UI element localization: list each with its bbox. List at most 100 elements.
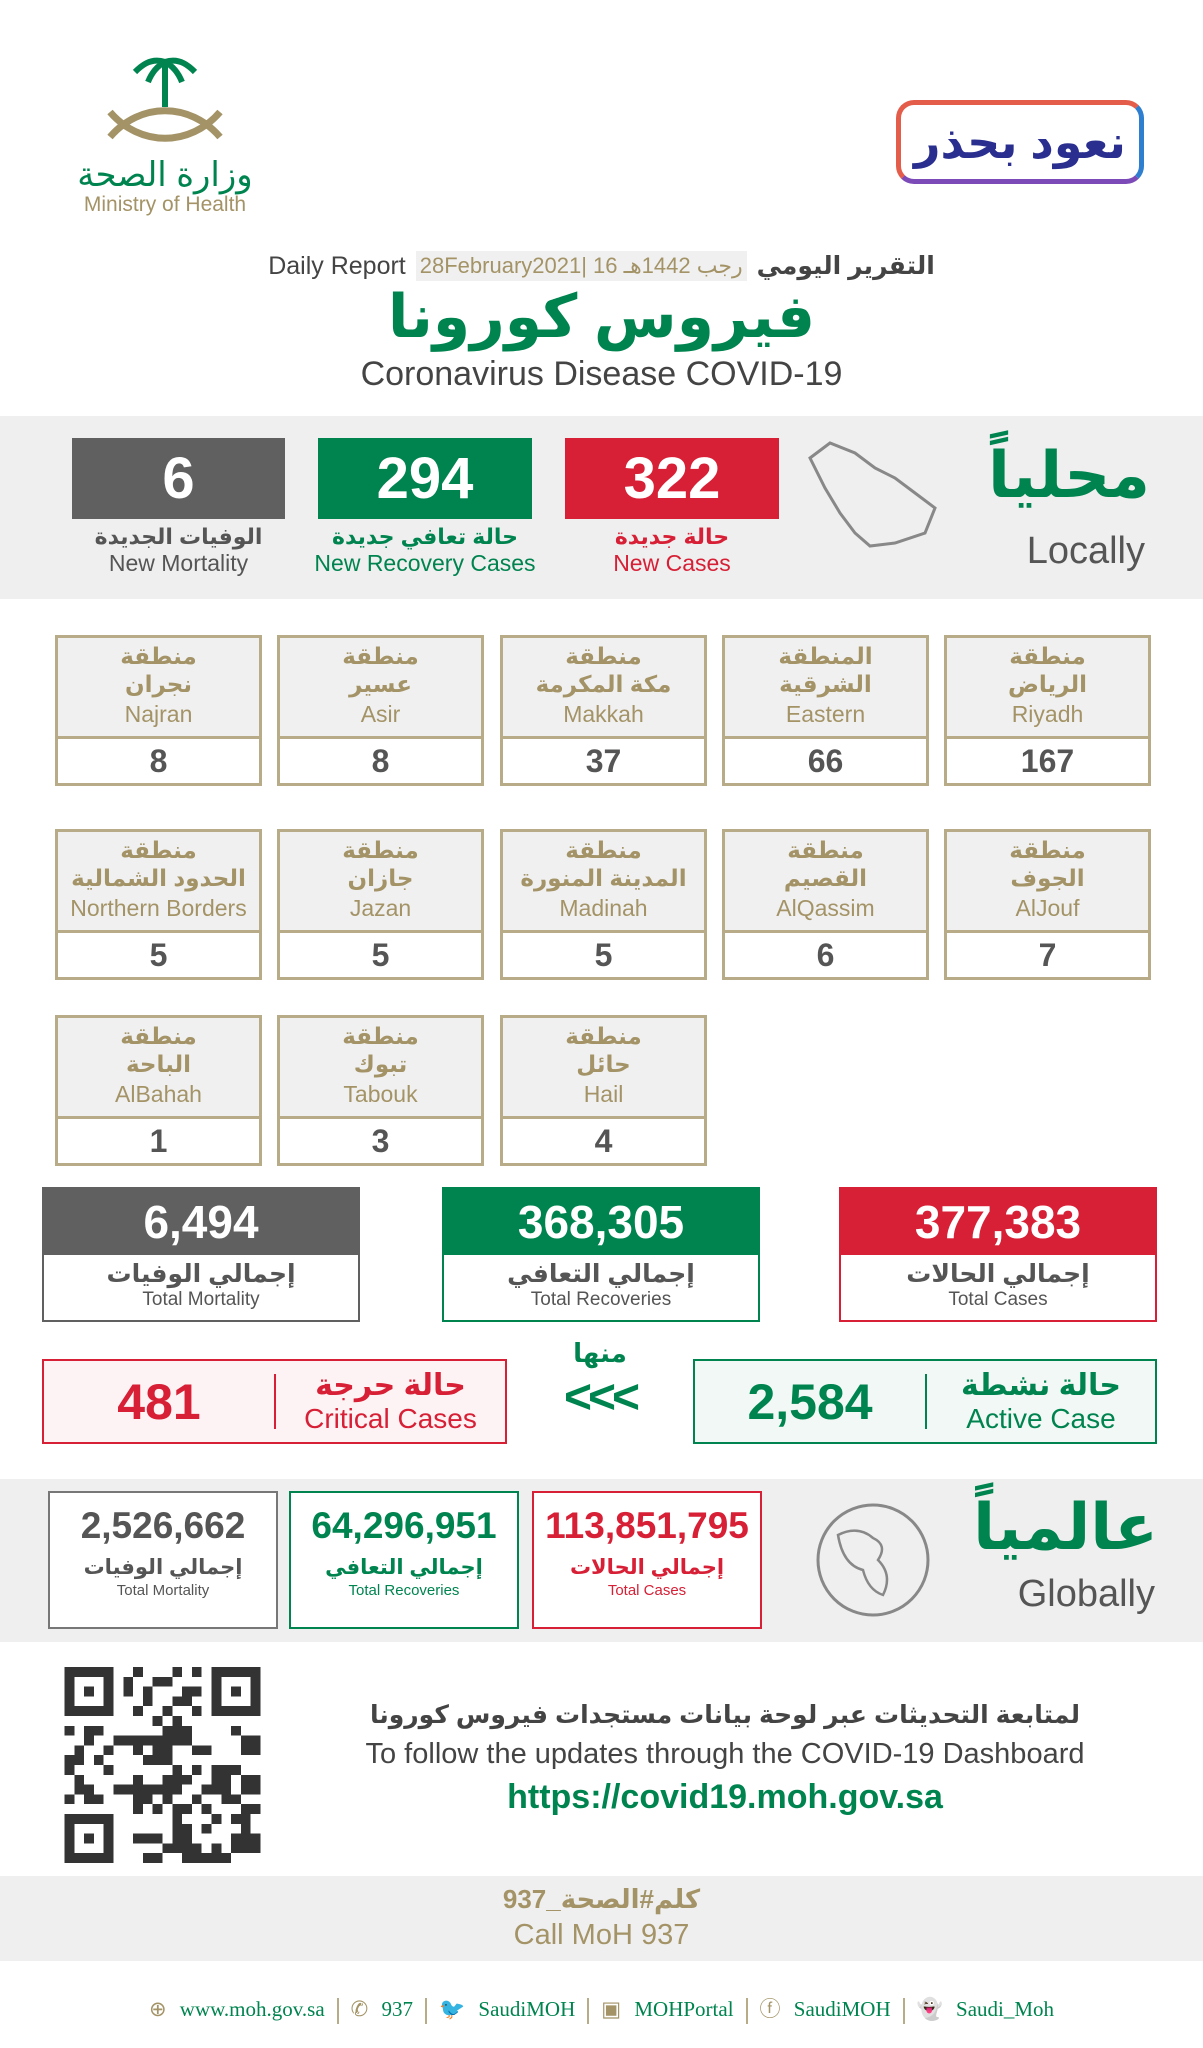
region-card-makkah: منطقة مكة المكرمة Makkah 37	[500, 635, 707, 786]
footer-link-youtube[interactable]: ▣ MOHPortal	[597, 1997, 737, 2021]
region-header: منطقة الحدود الشمالية Northern Borders	[58, 832, 259, 933]
label-ar: إجمالي الوفيات	[83, 1556, 243, 1579]
campaign-logo: نعود بحذر	[896, 100, 1144, 184]
footer-link-text: www.moh.gov.sa	[179, 1997, 325, 2021]
moh-logo: وزارة الصحة Ministry of Health	[65, 52, 265, 227]
active-case-card: 2,584 حالة نشطة Active Case	[693, 1359, 1157, 1444]
region-value: 5	[594, 937, 613, 973]
call-band	[0, 1876, 1203, 1961]
label-en: New Recovery Cases	[314, 550, 536, 576]
region-prefix: منطقة	[342, 1023, 419, 1049]
region-header: منطقة تبوك Tabouk	[280, 1018, 481, 1119]
daily-report-ar: التقرير اليومي	[756, 252, 935, 280]
region-card-alqassim: منطقة القصيم AlQassim 6	[722, 829, 929, 980]
dashboard-text-en: To follow the updates through the COVID-…	[365, 1738, 1085, 1770]
total-cases-value: 377,383	[841, 1189, 1155, 1255]
locally-title-en: Locally	[1026, 530, 1145, 572]
separator	[902, 1998, 905, 2025]
region-header: منطقة الجوف AlJouf	[947, 832, 1148, 933]
region-value: 5	[149, 937, 168, 973]
region-card-najran: منطقة نجران Najran 8	[55, 635, 262, 786]
dashboard-text-ar: لمتابعة التحديثات عبر لوحة بيانات مستجدا…	[369, 1701, 1081, 1729]
page-title-ar: فيروس كورونا	[387, 283, 816, 350]
new-mortality-label: الوفيات الجديدة New Mortality	[52, 524, 305, 577]
region-header: منطقة الرياض Riyadh	[947, 638, 1148, 739]
label-ar: حالة تعافي جديدة	[331, 524, 519, 549]
region-name-en: AlQassim	[776, 895, 875, 921]
region-name-ar: الشرقية	[779, 671, 872, 697]
label-en: Total Cases	[948, 1289, 1048, 1310]
region-name-en: Northern Borders	[70, 895, 247, 921]
region-name-ar: تبوك	[353, 1051, 408, 1077]
footer-link-facebook[interactable]: ⓕ SaudiMOH	[756, 1997, 895, 2021]
region-prefix: منطقة	[1009, 643, 1086, 669]
global-mortality-card: 2,526,662 إجمالي الوفيات Total Mortality	[48, 1491, 278, 1629]
region-card-eastern: المنطقة الشرقية Eastern 66	[722, 635, 929, 786]
globe-icon	[816, 1503, 930, 1617]
label-en: New Cases	[613, 550, 731, 576]
region-name-ar: جازان	[347, 865, 414, 891]
footer-link-text: SaudiMOH	[793, 1997, 891, 2021]
call-hashtag: كلم#الصحة_937	[502, 1884, 701, 1914]
footer-link-twitter[interactable]: 🐦 SaudiMOH	[435, 1997, 579, 2021]
region-header: منطقة الباحة AlBahah	[58, 1018, 259, 1119]
footer-link-globe[interactable]: ⊕ www.moh.gov.sa	[145, 1997, 329, 2021]
new-mortality-value: 6	[72, 438, 285, 519]
label-ar: الوفيات الجديدة	[94, 524, 263, 549]
dashboard-link[interactable]: https://covid19.moh.gov.sa	[507, 1778, 943, 1816]
region-value: 7	[1038, 937, 1057, 973]
youtube-icon: ▣	[601, 1997, 622, 2021]
label-ar: إجمالي الحالات	[906, 1260, 1090, 1288]
call-moh[interactable]: Call MoH 937	[513, 1919, 690, 1951]
region-card-jazan: منطقة جازان Jazan 5	[277, 829, 484, 980]
twitter-icon: 🐦	[439, 1997, 466, 2021]
region-name-ar: عسير	[349, 671, 412, 697]
new-recovery-label: حالة تعافي جديدة New Recovery Cases	[290, 524, 560, 577]
label-ar: حالة نشطة	[961, 1368, 1121, 1402]
label-ar: حالة حرجة	[315, 1368, 466, 1402]
region-card-asir: منطقة عسير Asir 8	[277, 635, 484, 786]
region-prefix: منطقة	[342, 837, 419, 863]
label-en: Total Recoveries	[348, 1582, 460, 1599]
region-name-ar: القصيم	[783, 865, 868, 891]
global-recoveries-value: 64,296,951	[311, 1505, 497, 1546]
total-recoveries-card: 368,305 إجمالي التعافي Total Recoveries	[442, 1187, 760, 1322]
globally-title-en: Globally	[1017, 1573, 1155, 1615]
region-value: 4	[594, 1123, 613, 1159]
ministry-name-ar: وزارة الصحة	[77, 156, 253, 194]
footer-link-text: SaudiMOH	[478, 1997, 576, 2021]
region-card-tabouk: منطقة تبوك Tabouk 3	[277, 1015, 484, 1166]
region-name-ar: حائل	[576, 1051, 631, 1077]
footer-link-phone[interactable]: ✆ 937	[347, 1997, 417, 2021]
region-header: منطقة حائل Hail	[503, 1018, 704, 1119]
saudi-map-icon	[808, 441, 937, 548]
region-prefix: منطقة	[1009, 837, 1086, 863]
region-name-ar: الباحة	[125, 1051, 192, 1077]
label-ar: إجمالي التعافي	[507, 1260, 695, 1288]
label-en: Total Mortality	[142, 1289, 260, 1310]
report-date: 28February2021| 16 رجب 1442هـ	[415, 251, 747, 281]
region-prefix: منطقة	[565, 837, 642, 863]
locally-title-ar: محلياً	[987, 439, 1150, 511]
footer-link-snapchat[interactable]: 👻 Saudi_Moh	[913, 1997, 1058, 2021]
facebook-icon: ⓕ	[759, 1997, 781, 2021]
region-name-en: AlJouf	[1015, 895, 1080, 921]
region-name-en: Tabouk	[343, 1081, 418, 1107]
region-header: منطقة المدينة المنورة Madinah	[503, 832, 704, 933]
global-cases-value: 113,851,795	[545, 1505, 749, 1546]
label-ar: إجمالي الحالات	[569, 1556, 725, 1579]
region-card-hail: منطقة حائل Hail 4	[500, 1015, 707, 1166]
qr-code[interactable]	[63, 1667, 262, 1863]
page-title-en: Coronavirus Disease COVID-19	[360, 355, 843, 393]
total-mortality-value: 6,494	[44, 1189, 358, 1255]
region-name-en: Jazan	[349, 895, 412, 921]
critical-cases-card: 481 حالة حرجة Critical Cases	[42, 1359, 507, 1444]
separator	[587, 1998, 590, 2025]
label-en: Total Recoveries	[530, 1289, 672, 1310]
of-which-label: منها	[573, 1338, 627, 1368]
region-name-en: Makkah	[563, 701, 644, 727]
region-name-en: Eastern	[785, 701, 866, 727]
label-en: Total Mortality	[116, 1582, 210, 1599]
region-name-en: Madinah	[559, 895, 648, 921]
region-prefix: منطقة	[342, 643, 419, 669]
